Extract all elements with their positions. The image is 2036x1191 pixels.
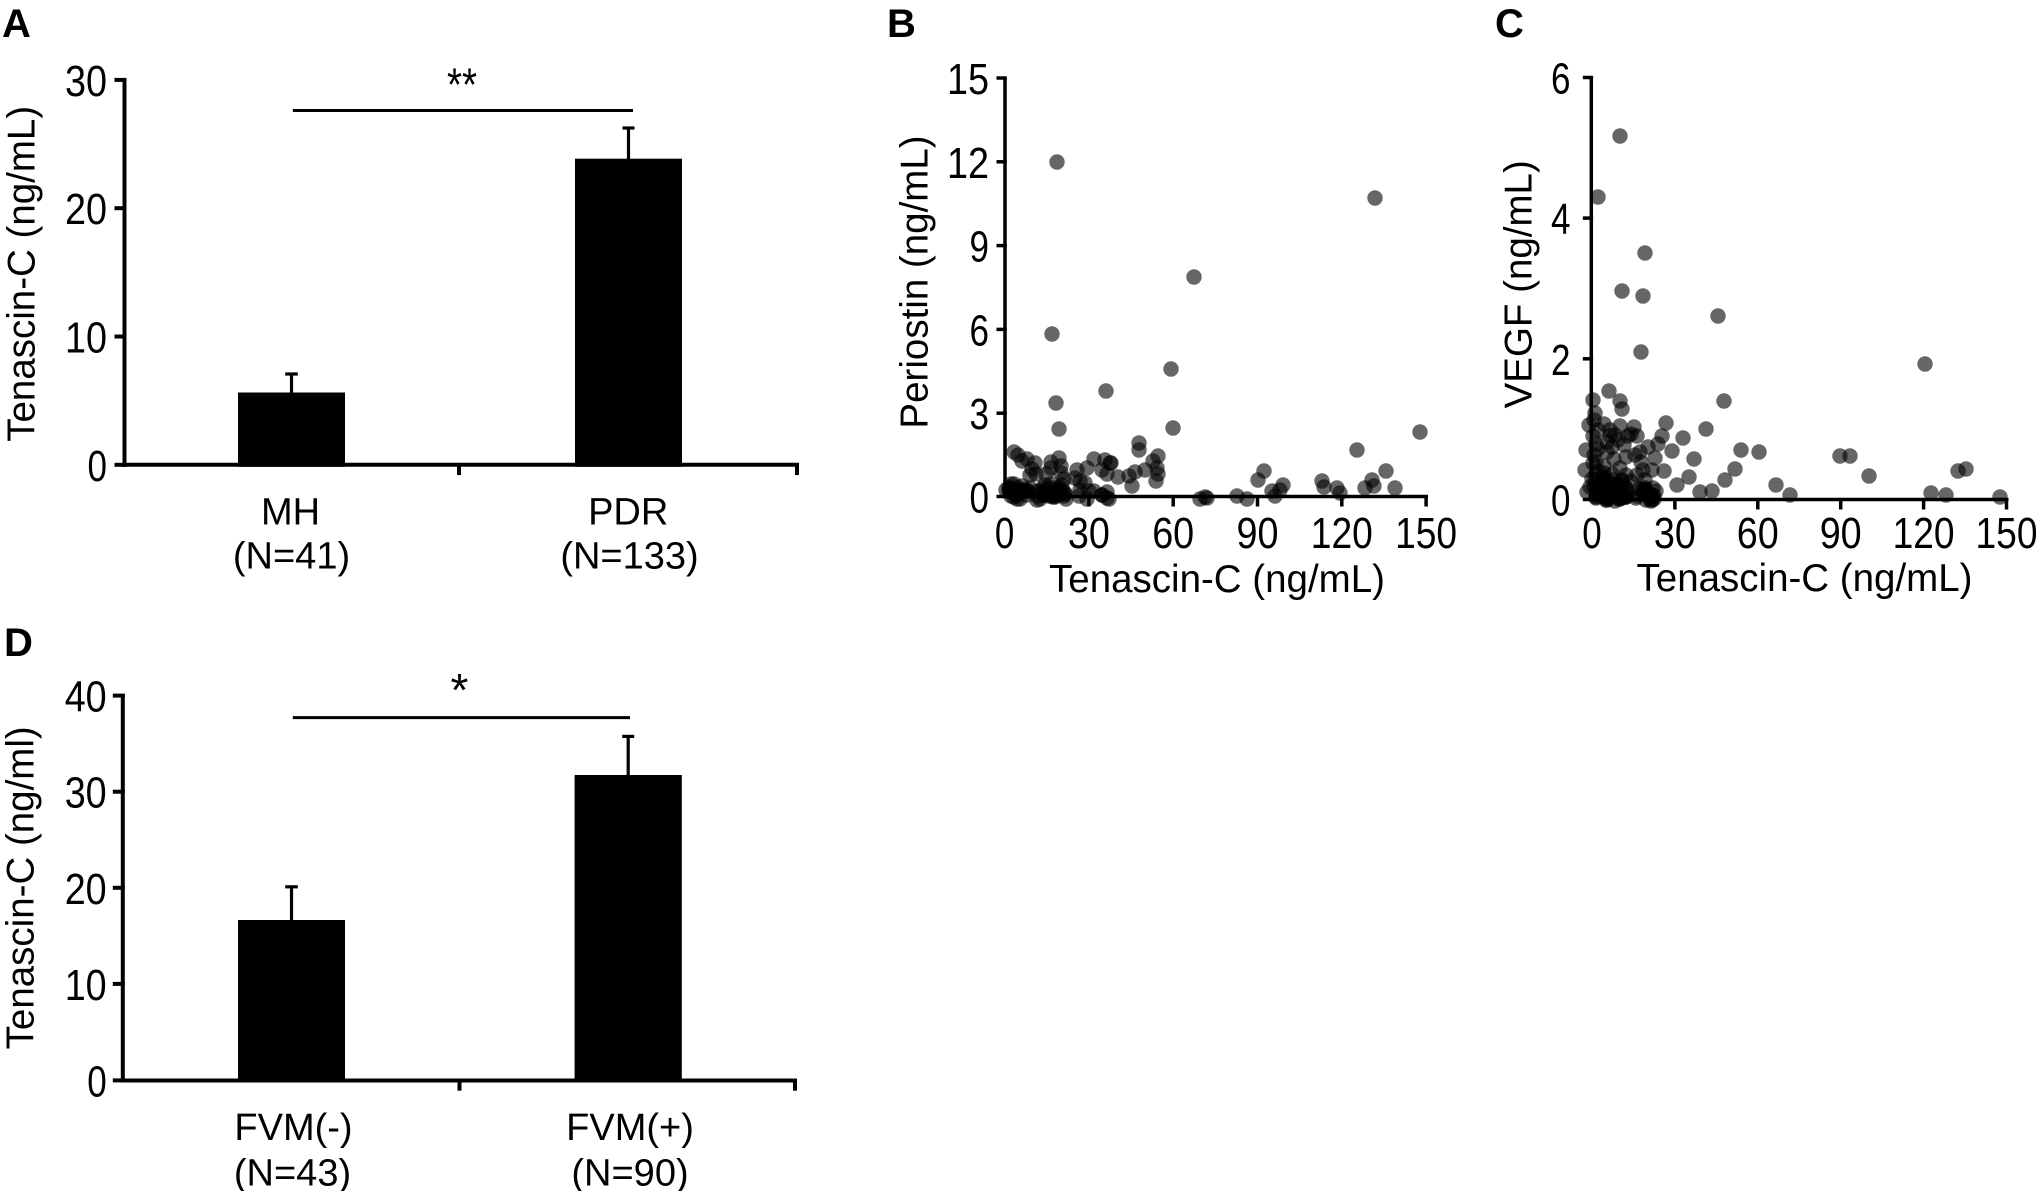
svg-text:C: C — [1495, 2, 1524, 46]
svg-text:30: 30 — [65, 769, 107, 818]
svg-text:FVM(+): FVM(+) — [566, 1107, 694, 1149]
svg-text:VEGF (ng/mL): VEGF (ng/mL) — [1498, 160, 1541, 408]
svg-text:0: 0 — [88, 442, 108, 491]
svg-text:10: 10 — [65, 961, 107, 1010]
svg-text:60: 60 — [1737, 509, 1779, 558]
svg-text:30: 30 — [1068, 509, 1110, 558]
svg-text:PDR: PDR — [588, 492, 668, 534]
svg-text:15: 15 — [947, 55, 989, 104]
svg-text:(N=90): (N=90) — [571, 1153, 688, 1191]
svg-text:6: 6 — [1551, 55, 1571, 104]
svg-text:120: 120 — [1311, 509, 1373, 558]
svg-text:FVM(-): FVM(-) — [234, 1107, 352, 1149]
svg-text:10: 10 — [65, 314, 107, 363]
svg-text:30: 30 — [1654, 509, 1696, 558]
svg-text:(N=41): (N=41) — [233, 536, 350, 578]
svg-text:20: 20 — [65, 185, 107, 234]
svg-text:0: 0 — [1551, 477, 1571, 526]
svg-text:12: 12 — [947, 139, 989, 188]
svg-text:*: * — [451, 664, 469, 716]
svg-text:20: 20 — [65, 865, 107, 914]
svg-text:**: ** — [447, 59, 477, 111]
svg-text:Tenascin-C (ng/mL): Tenascin-C (ng/mL) — [0, 106, 43, 442]
svg-text:0: 0 — [970, 474, 990, 523]
svg-text:9: 9 — [970, 223, 990, 272]
svg-text:4: 4 — [1551, 195, 1571, 244]
svg-text:60: 60 — [1152, 509, 1194, 558]
svg-text:90: 90 — [1237, 509, 1279, 558]
svg-text:2: 2 — [1551, 336, 1571, 385]
svg-text:0: 0 — [1582, 509, 1602, 558]
svg-text:30: 30 — [65, 57, 107, 106]
svg-text:D: D — [4, 621, 33, 665]
svg-text:40: 40 — [65, 673, 107, 722]
svg-text:6: 6 — [970, 306, 990, 355]
svg-text:0: 0 — [87, 1057, 107, 1106]
svg-text:(N=133): (N=133) — [560, 536, 698, 578]
svg-text:150: 150 — [1395, 509, 1457, 558]
svg-text:B: B — [887, 2, 916, 46]
svg-text:Tenascin-C (ng/mL): Tenascin-C (ng/mL) — [1049, 558, 1385, 601]
svg-text:3: 3 — [970, 390, 990, 439]
svg-text:Tenascin-C (ng/mL): Tenascin-C (ng/mL) — [1637, 557, 1973, 600]
svg-text:150: 150 — [1976, 509, 2036, 558]
svg-text:Periostin (ng/mL): Periostin (ng/mL) — [894, 135, 937, 428]
svg-text:A: A — [2, 2, 31, 46]
svg-text:120: 120 — [1893, 509, 1955, 558]
svg-text:Tenascin-C (ng/ml): Tenascin-C (ng/ml) — [0, 726, 43, 1049]
svg-text:0: 0 — [995, 509, 1015, 558]
svg-text:(N=43): (N=43) — [234, 1153, 351, 1191]
svg-text:MH: MH — [261, 492, 320, 534]
svg-text:90: 90 — [1820, 509, 1862, 558]
